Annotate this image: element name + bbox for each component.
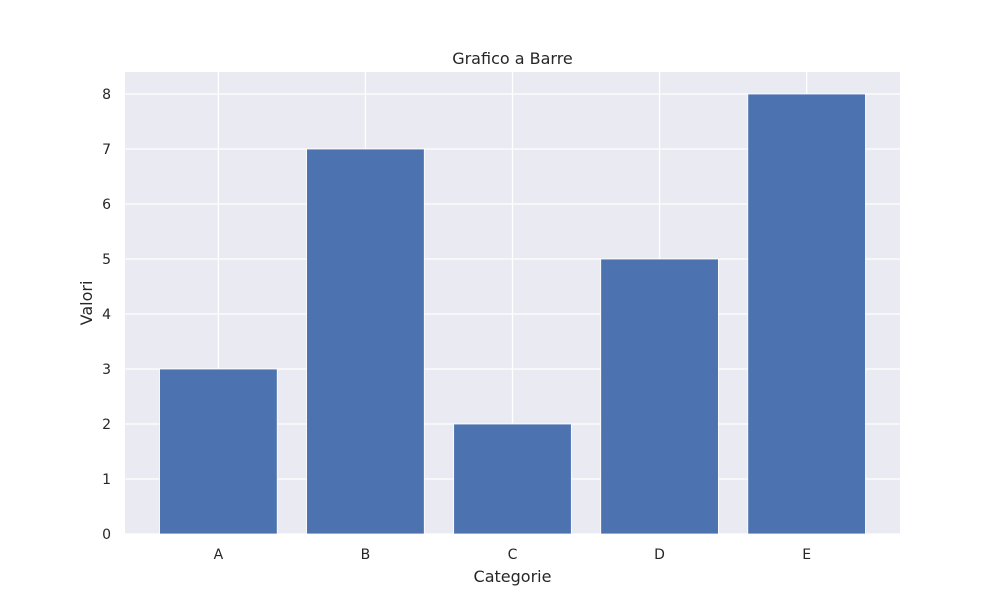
- bar-D: [600, 258, 719, 535]
- x-tick-label: A: [214, 547, 224, 563]
- x-tick-label: E: [802, 547, 811, 563]
- bar-E: [747, 93, 866, 535]
- x-tick-label: C: [508, 547, 518, 563]
- x-tick-label: D: [654, 547, 665, 563]
- x-axis-label: Categorie: [474, 567, 552, 586]
- chart-title: Grafico a Barre: [452, 49, 573, 68]
- y-tick-label: 6: [102, 197, 111, 213]
- bar-C: [453, 423, 572, 535]
- y-tick-label: 5: [102, 252, 111, 268]
- y-tick-label: 8: [102, 87, 111, 103]
- y-tick-label: 4: [102, 307, 111, 323]
- x-tick-label: B: [361, 547, 371, 563]
- bars: [159, 93, 866, 535]
- x-axis-ticks: A B C D E: [214, 547, 811, 563]
- y-axis-label: Valori: [77, 281, 96, 326]
- y-tick-label: 3: [102, 362, 111, 378]
- y-axis-ticks: 0 1 2 3 4 5 6 7 8: [102, 87, 111, 543]
- y-tick-label: 2: [102, 417, 111, 433]
- bar-A: [159, 368, 278, 535]
- bar-B: [306, 148, 425, 535]
- y-tick-label: 1: [102, 472, 111, 488]
- y-tick-label: 0: [102, 527, 111, 543]
- y-tick-label: 7: [102, 142, 111, 158]
